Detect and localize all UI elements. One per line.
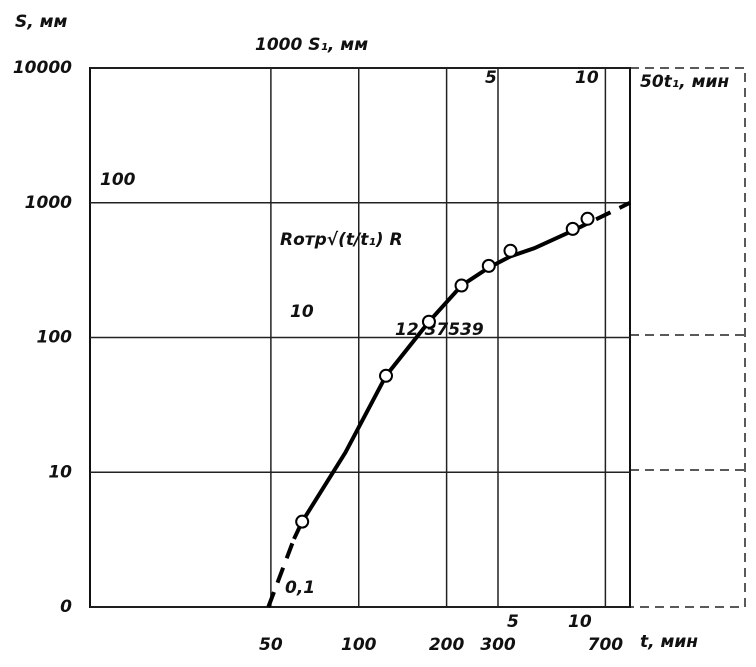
annotation: 12 37539	[395, 320, 484, 340]
data-point	[565, 221, 580, 236]
annotation: 0,1	[285, 578, 315, 598]
annotation: 10	[575, 68, 599, 88]
annotation: Rотр√(t/t₁) R	[280, 230, 403, 250]
curve	[266, 538, 296, 608]
annotation: 5	[485, 68, 497, 88]
x-tick-label: 50	[259, 635, 283, 655]
annotation: 10	[290, 302, 314, 322]
y-axis-label: S, мм	[15, 12, 68, 32]
x-tick-label: 700	[588, 635, 624, 655]
top-axis-label: 1000 S₁, мм	[255, 35, 368, 55]
y-tick-label: 100	[37, 328, 73, 348]
x-tick-label: 100	[341, 635, 377, 655]
x-tick-label: 200	[429, 635, 465, 655]
curve	[292, 228, 574, 540]
dashed-frame	[629, 67, 746, 608]
data-point	[580, 211, 595, 226]
data-point	[421, 314, 436, 329]
data-point	[379, 368, 394, 383]
data-point	[454, 278, 469, 293]
right-axis-label: 50t₁, мин	[640, 72, 729, 92]
y-tick-label: 1000	[25, 193, 72, 213]
y-tick-label: 10000	[13, 58, 72, 78]
x-axis-label: t, мин	[640, 632, 698, 652]
data-point	[295, 514, 310, 529]
annotation: 100	[100, 170, 136, 190]
annotation: 10	[568, 612, 592, 632]
y-tick-label: 10	[48, 462, 72, 482]
curve	[571, 200, 631, 233]
y-tick-label: 0	[60, 597, 72, 617]
x-tick-label: 300	[480, 635, 516, 655]
annotation: 5	[507, 612, 519, 632]
data-point	[503, 243, 518, 258]
data-point	[481, 258, 496, 273]
